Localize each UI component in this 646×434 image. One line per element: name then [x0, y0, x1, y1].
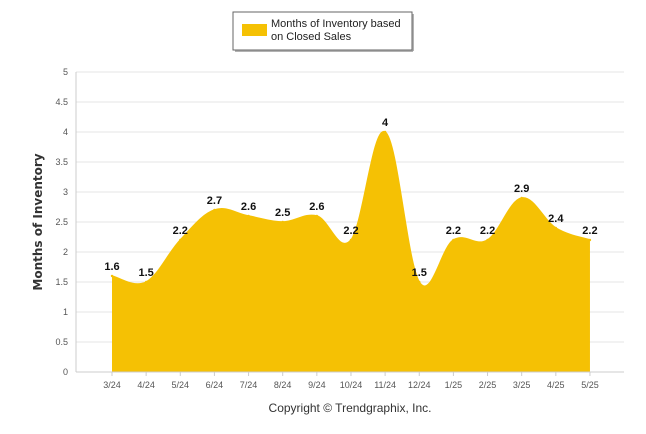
area-fill [112, 131, 590, 372]
data-point [452, 238, 455, 242]
y-tick-label: 3 [63, 187, 68, 197]
x-tick-label: 8/24 [274, 380, 292, 390]
x-tick-label: 5/24 [172, 380, 190, 390]
axes [75, 72, 624, 373]
data-point [588, 238, 592, 242]
data-label: 1.6 [104, 261, 119, 273]
y-tick-label: 2.5 [55, 217, 68, 227]
x-tick-label: 3/25 [513, 380, 531, 390]
x-tick-label: 9/24 [308, 380, 326, 390]
legend: Months of Inventory based on Closed Sale… [232, 11, 414, 52]
x-tick-label: 3/24 [103, 380, 121, 390]
data-point [383, 130, 387, 134]
data-label: 2.7 [207, 195, 222, 207]
x-tick-label: 5/25 [581, 380, 599, 390]
data-point [179, 238, 182, 242]
y-tick-label: 0 [63, 367, 68, 377]
y-tick-label: 0.5 [55, 337, 68, 347]
data-label: 2.2 [480, 225, 495, 237]
data-label: 2.6 [309, 201, 324, 213]
y-tick-label: 5 [63, 67, 68, 77]
x-tick-label: 4/25 [547, 380, 565, 390]
data-label: 2.2 [173, 225, 188, 237]
y-tick-label: 1 [63, 307, 68, 317]
area-series [110, 130, 592, 372]
data-label: 1.5 [138, 267, 153, 279]
x-tick-label: 11/24 [374, 380, 396, 390]
legend-label-line-1: Months of Inventory based [271, 18, 401, 30]
data-label: 2.5 [275, 207, 290, 219]
y-axis-title: Months of Inventory [31, 153, 45, 290]
data-label: 2.9 [514, 183, 529, 195]
data-point [486, 238, 489, 242]
x-tick-label: 6/24 [206, 380, 224, 390]
data-label: 4 [382, 117, 389, 129]
x-tick-label: 1/25 [445, 380, 463, 390]
x-tick-label: 10/24 [340, 380, 363, 390]
data-label: 1.5 [412, 267, 427, 279]
y-tick-label: 4 [63, 127, 68, 137]
data-label: 2.2 [582, 225, 597, 237]
data-point [144, 280, 148, 284]
legend-label-line-2: on Closed Sales [271, 31, 352, 43]
x-tick-label: 4/24 [137, 380, 155, 390]
area-line [111, 131, 591, 287]
copyright-credit: Copyright © Trendgraphix, Inc. [269, 401, 432, 415]
y-tick-labels: 0 0.5 1 1.5 2 2.5 3 3.5 4 4.5 5 [55, 67, 68, 377]
data-point [418, 280, 421, 284]
data-point [315, 214, 319, 218]
data-point [349, 238, 353, 242]
data-label: 2.6 [241, 201, 256, 213]
x-tick-label: 7/24 [240, 380, 258, 390]
data-label: 2.4 [548, 213, 564, 225]
x-tick-label: 2/25 [479, 380, 497, 390]
data-point [281, 220, 284, 224]
y-tick-label: 1.5 [55, 277, 68, 287]
x-tick-labels: 3/24 4/24 5/24 6/24 7/24 8/24 9/24 10/24 11/24 12… [103, 372, 599, 390]
data-label: 2.2 [446, 225, 461, 237]
y-tick-label: 3.5 [55, 157, 68, 167]
y-tick-label: 4.5 [55, 97, 68, 107]
data-point [110, 274, 114, 278]
data-point [247, 214, 250, 218]
legend-swatch [242, 24, 267, 36]
data-point [520, 196, 523, 200]
data-point [554, 226, 558, 230]
x-tick-label: 12/24 [408, 380, 431, 390]
data-label: 2.2 [343, 225, 358, 237]
data-point [213, 208, 216, 212]
y-tick-label: 2 [63, 247, 68, 257]
data-labels: 1.6 1.5 2.2 2.7 2.6 2.5 2.6 2.2 4 1.5 2.2 2.2 2.9 2.4… [104, 117, 597, 279]
